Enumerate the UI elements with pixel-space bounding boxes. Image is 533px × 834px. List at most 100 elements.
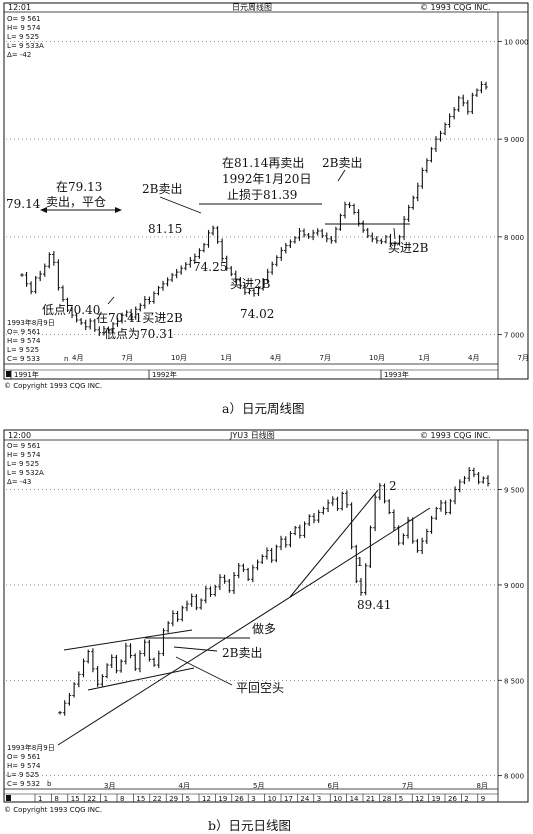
panel-b-price-bars — [58, 467, 490, 716]
price-bar — [429, 515, 434, 534]
x-tick-label: 8月 — [477, 782, 488, 790]
price-bar — [452, 107, 456, 120]
panel-b-date-marker: b — [47, 780, 52, 788]
ann-2b-sell-1-pointer — [159, 196, 202, 214]
price-bar — [175, 610, 180, 622]
x-day-label: 12 — [415, 795, 424, 803]
panel-b-quote-delta: Δ= -43 — [7, 478, 31, 486]
panel-a-quote-low: L= 9 525 — [7, 33, 39, 41]
panel-a-quote-last: L= 9 533A — [7, 42, 44, 50]
price-bar — [448, 499, 453, 515]
panel-a-title: 日元周线图 — [232, 2, 272, 12]
price-bar — [120, 312, 124, 324]
price-bar — [387, 499, 392, 515]
y-tick-label: 9 500 — [504, 487, 524, 495]
price-bar — [484, 81, 488, 90]
x-day-label: 3 — [251, 795, 255, 803]
price-bar — [312, 513, 316, 524]
price-bar — [152, 291, 156, 304]
x-day-label: 21 — [366, 795, 375, 803]
x-tick-label: 1月 — [419, 354, 430, 362]
price-bar — [425, 158, 429, 173]
price-bar — [52, 251, 56, 266]
price-bar — [111, 322, 115, 333]
price-bar — [220, 238, 224, 262]
panel-b-quote-open: O= 9 561 — [7, 442, 41, 450]
panel-b-date-high: H= 9 574 — [7, 762, 41, 770]
y-tick-label: 8 000 — [504, 773, 524, 781]
price-bar — [91, 648, 95, 673]
price-bar — [166, 621, 170, 633]
2b-sell-pointer — [173, 646, 218, 652]
price-bar — [329, 235, 334, 244]
ann-buy-2b-2-pointer — [393, 227, 396, 240]
x-day-label: 12 — [202, 795, 211, 803]
price-bar — [156, 650, 161, 669]
price-bar — [279, 535, 283, 551]
price-bar — [147, 296, 152, 305]
price-bar — [352, 203, 356, 215]
price-bar — [365, 227, 370, 239]
panel-b-x-axis: 3月 4月 5月 6月 7月 8月1 8 15 22 1 8 15 22 29 5 12 19 26 3 10 17 24… — [34, 782, 488, 803]
x-tick-label: 7月 — [122, 354, 133, 362]
price-bar — [401, 533, 406, 545]
x-day-label: 2 — [464, 795, 468, 803]
price-bar — [382, 483, 387, 504]
x-day-label: 26 — [448, 795, 457, 803]
price-bar — [61, 285, 65, 302]
panel-b-frame — [3, 429, 529, 803]
price-bar — [247, 288, 252, 295]
ann-2b-sell: 2B卖出 — [222, 646, 262, 660]
price-bar — [334, 226, 338, 244]
price-bar — [33, 276, 38, 294]
price-bar — [211, 225, 215, 236]
price-bar — [406, 204, 411, 222]
ann-89-41: 89.41 — [357, 598, 391, 612]
price-bar — [106, 326, 111, 334]
price-bar — [326, 499, 330, 513]
price-bar — [298, 524, 302, 539]
x-day-label: 22 — [87, 795, 96, 803]
ann-sell-close: 卖出，平仓 — [46, 195, 106, 209]
price-bar — [29, 281, 33, 295]
x-tick-label: 10月 — [369, 354, 385, 362]
x-day-label: 10 — [333, 795, 342, 803]
price-bar — [338, 213, 343, 231]
price-bar — [302, 521, 307, 538]
x-day-label: 19 — [218, 795, 227, 803]
ann-buy-70-41-pointer — [107, 296, 115, 305]
lower-channel-line — [87, 667, 195, 691]
year-label: 1991年 — [14, 370, 39, 379]
price-bar — [288, 239, 293, 249]
panel-b-date-box: 1993年8月9日 O= 9 561 H= 9 574 L= 9 525 C= … — [7, 743, 55, 788]
price-bar — [97, 326, 102, 337]
price-bar — [62, 700, 67, 716]
price-bar — [92, 318, 97, 332]
panel-a-date-low: L= 9 525 — [7, 346, 39, 354]
price-bar — [246, 567, 250, 581]
price-bar — [347, 202, 352, 209]
price-bar — [81, 658, 86, 678]
price-bar — [102, 325, 106, 336]
price-bar — [208, 586, 213, 597]
x-tick-label: 3月 — [104, 782, 115, 790]
year-label: 1993年 — [384, 370, 409, 379]
price-bar — [311, 229, 315, 241]
price-bar — [138, 650, 142, 673]
price-bar — [202, 242, 206, 253]
panel-b-quote-box: O= 9 561 H= 9 574 L= 9 525 L= 9 532A Δ= … — [7, 442, 44, 486]
caption-a: a）日元周线图 — [222, 401, 304, 416]
price-bar — [47, 252, 52, 269]
x-day-label: 29 — [169, 795, 178, 803]
x-tick-label: 4月 — [72, 354, 83, 362]
panel-a-time: 12:01 — [8, 3, 31, 12]
panel-b-scroll-marker — [6, 795, 11, 801]
price-bar — [179, 265, 184, 275]
panel-a-date-open: O= 9 561 — [7, 328, 41, 336]
price-bar — [224, 255, 229, 271]
panel-b-date-open: O= 9 561 — [7, 753, 41, 761]
price-bar — [321, 506, 326, 515]
x-day-label: 22 — [153, 795, 162, 803]
price-bar — [438, 130, 443, 142]
